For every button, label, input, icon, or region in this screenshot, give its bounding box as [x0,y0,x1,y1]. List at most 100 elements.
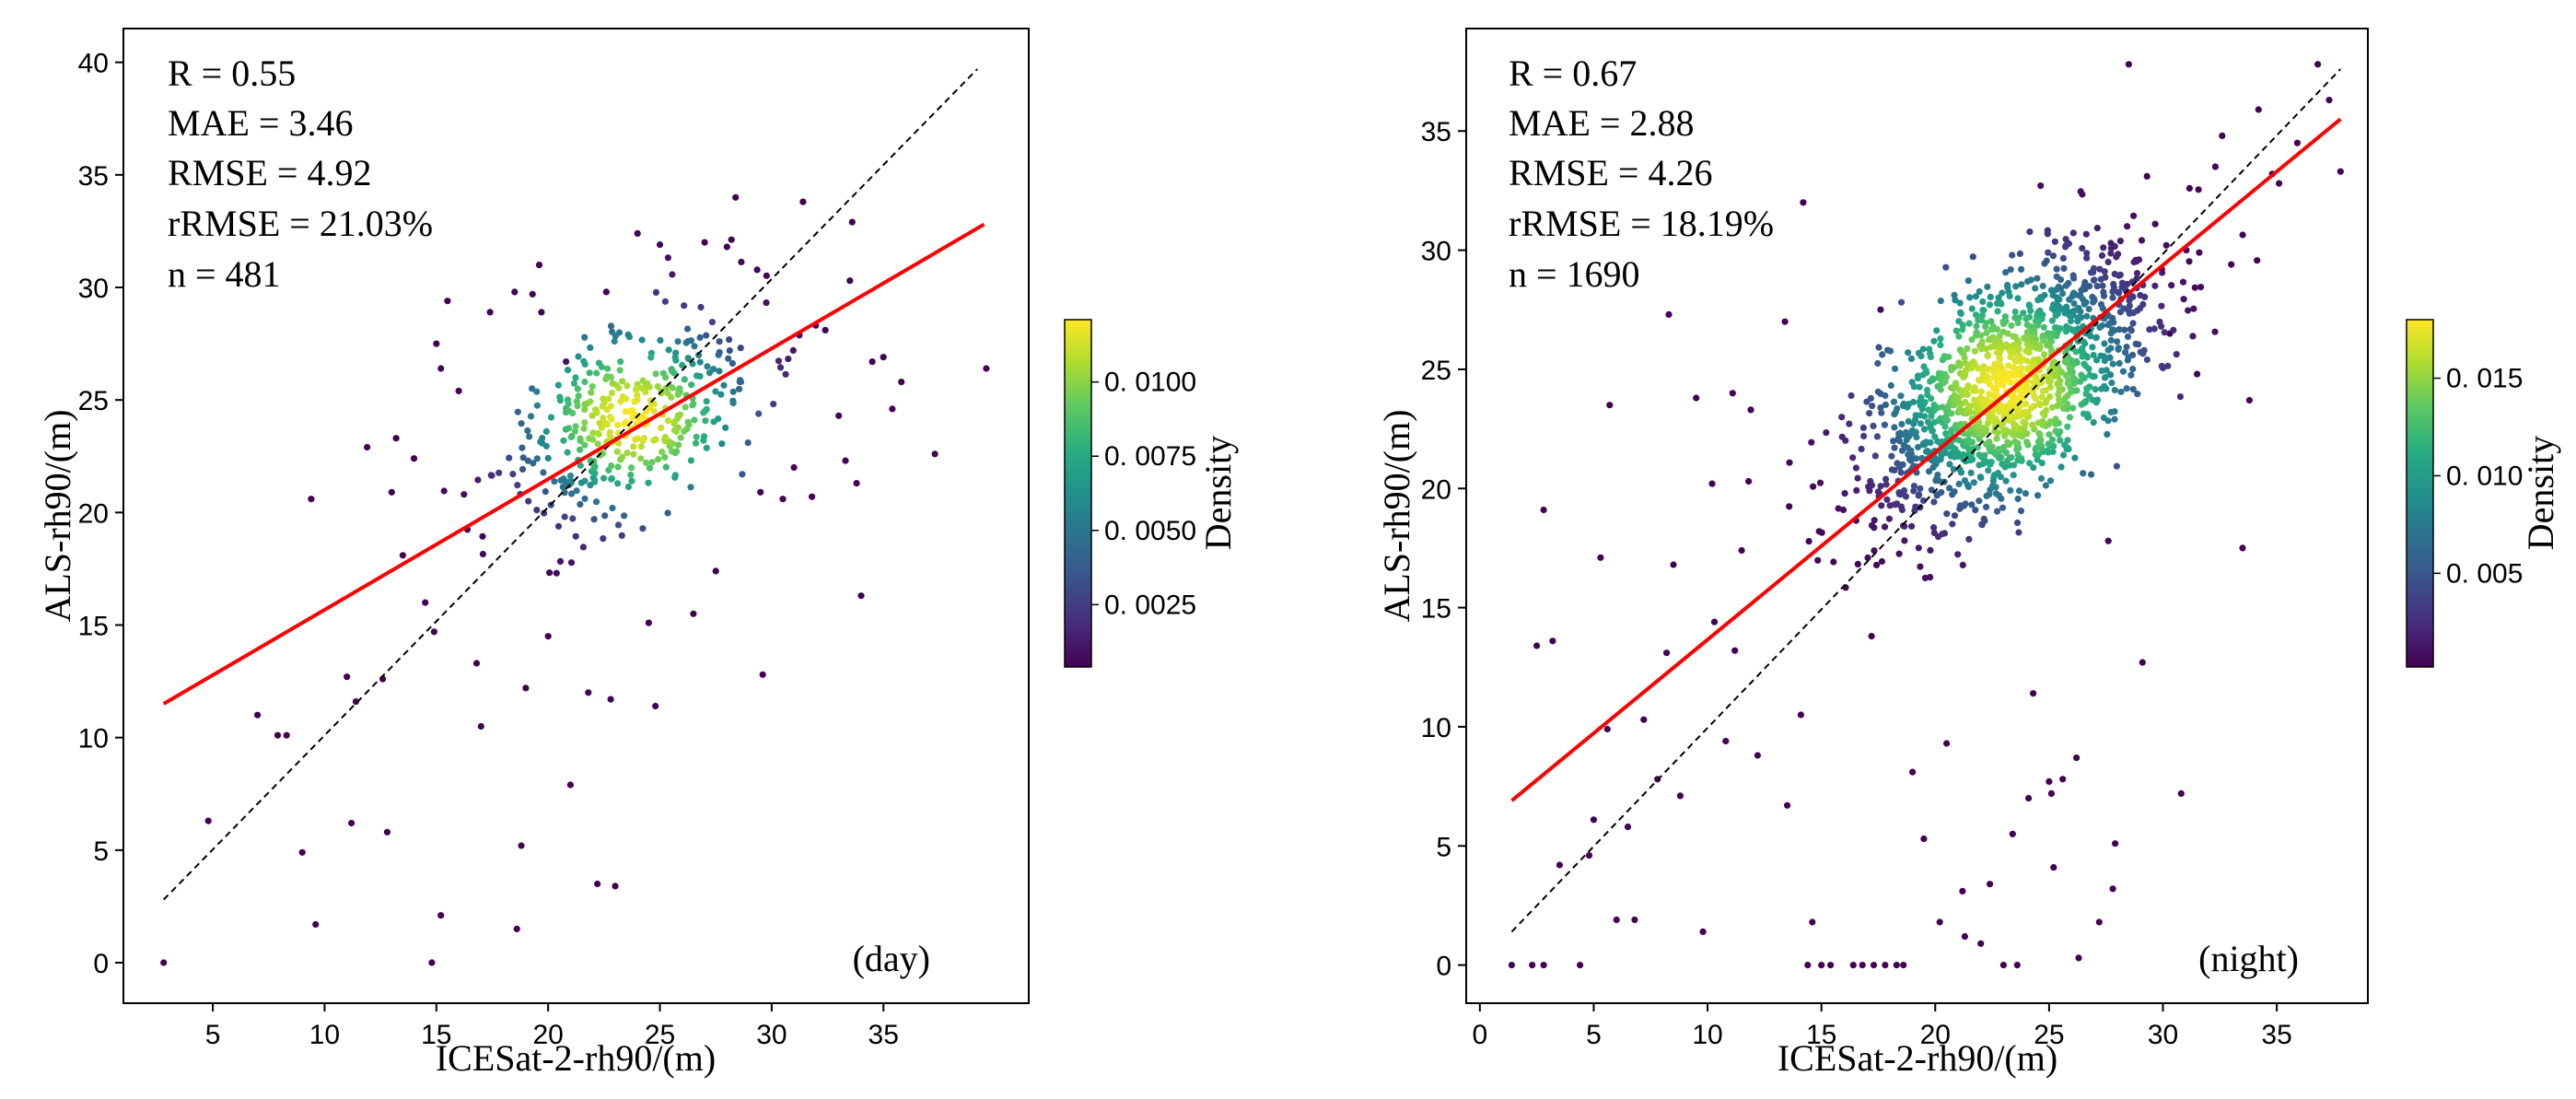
data-point [2093,283,2101,290]
data-point [589,436,597,443]
data-point [2068,317,2075,325]
data-point [1945,353,1952,360]
data-point [1938,488,1945,497]
data-point [628,477,635,485]
data-point [2146,326,2153,333]
data-point [1952,380,1960,389]
data-point [664,509,671,517]
data-point [755,410,763,417]
data-point [1613,916,1620,924]
data-point [2061,357,2069,365]
data-point [1894,405,1901,413]
data-point [2015,386,2022,393]
data-point [2096,265,2104,273]
data-point [1874,488,1882,496]
colorbar-tick-label: 0. 010 [2446,461,2523,491]
data-point [637,443,645,450]
data-point [682,403,689,411]
data-point [2048,317,2056,324]
data-point [533,507,541,514]
data-point [2168,282,2175,289]
data-point [701,239,708,246]
data-point [2211,328,2219,335]
data-point [2089,344,2096,351]
data-point [2017,507,2025,515]
data-point [619,378,626,385]
data-point [1849,962,1857,969]
data-point [691,343,698,350]
data-point [2107,245,2115,252]
data-point [1937,386,1944,393]
data-point [495,469,503,476]
data-point [2006,292,2013,299]
panel-tag-day: (day) [853,938,930,979]
data-point [364,443,371,451]
data-point [2018,281,2025,288]
data-point [2061,310,2069,317]
data-point [577,435,584,442]
data-point [2107,371,2115,379]
data-point [2179,278,2187,286]
data-point [2081,360,2088,368]
data-point [575,353,582,360]
data-point [1951,364,1958,371]
data-point [2041,351,2048,358]
data-point [1887,381,1894,390]
data-point [524,427,531,435]
data-point [2039,410,2046,417]
data-point [683,325,692,333]
data-point [776,364,785,371]
data-point [1956,437,1964,444]
data-point [736,378,743,385]
data-point [437,365,445,372]
data-point [455,387,462,394]
data-point [1930,524,1938,532]
data-point [594,880,601,888]
data-point [1540,962,1547,969]
data-point [2293,139,2301,146]
data-point [2020,310,2027,317]
data-point [623,418,630,426]
data-point [556,397,565,404]
stat-mae-night: MAE = 2.88 [1509,102,1694,144]
data-point [1937,341,1944,349]
data-point [1877,483,1884,490]
data-point [2055,391,2062,398]
one-to-one-line [1510,68,2342,933]
data-point [628,464,635,472]
data-point [2180,296,2187,303]
x-tick-label: 0 [1472,1020,1487,1050]
data-point [1959,561,1966,569]
data-point [2104,258,2112,265]
data-point [530,460,537,467]
data-point [428,959,436,966]
panel-tag-night: (night) [2198,938,2299,979]
data-point [2015,529,2022,536]
data-point [665,417,672,425]
data-point [1898,447,1906,454]
data-point [789,346,797,354]
data-point [2030,690,2037,697]
data-point [526,433,533,440]
data-point [1976,474,1984,481]
data-point [2186,184,2193,192]
data-point [1708,480,1716,487]
data-point [1900,486,1908,495]
data-point [567,559,576,567]
data-point [542,427,550,435]
data-point [2002,427,2010,434]
data-point [1867,394,1874,402]
y-tick-label: 30 [78,274,109,304]
data-point [1966,403,1974,410]
data-point [2086,371,2093,379]
data-point [2185,307,2192,314]
x-tick-label: 15 [1806,1020,1836,1050]
stat-rrmse-day: rRMSE = 21.03% [168,203,433,244]
data-point [573,487,580,495]
data-point [664,254,672,262]
data-point [670,369,678,377]
data-point [2011,357,2019,365]
data-point [2008,322,2015,330]
lines-layer-day [162,68,985,901]
data-point [422,599,429,606]
